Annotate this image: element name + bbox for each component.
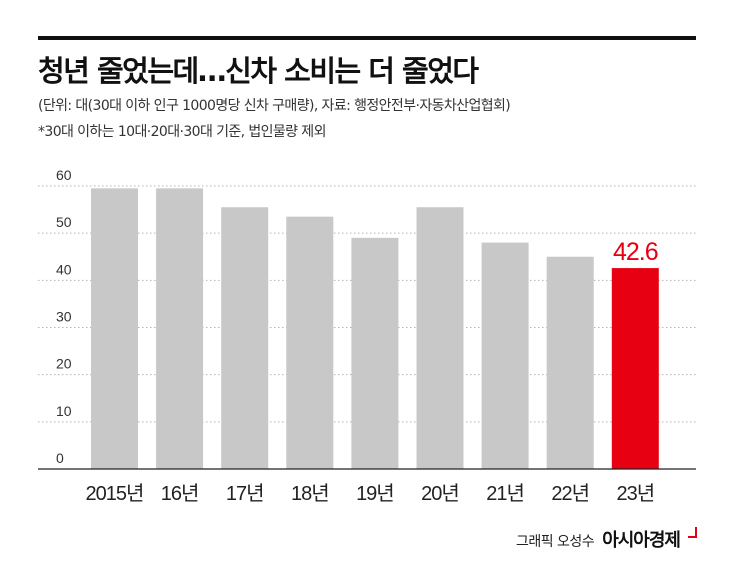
bar xyxy=(221,207,269,469)
chart-note: *30대 이하는 10대·20대·30대 기준, 법인물량 제외 xyxy=(38,124,326,140)
x-tick-label: 2015년 xyxy=(86,482,144,505)
x-tick-label: 22년 xyxy=(551,482,589,505)
x-tick-label: 23년 xyxy=(616,482,654,505)
chart-title: 청년 줄었는데…신차 소비는 더 줄었다 xyxy=(38,54,479,88)
chart-subtitle: (단위: 대(30대 이하 인구 1000명당 신차 구매량), 자료: 행정안… xyxy=(38,98,511,114)
credit: 그래픽 오성수 아시아경제 xyxy=(516,526,697,552)
y-tick-label: 50 xyxy=(56,214,72,230)
x-tick-label: 19년 xyxy=(356,482,394,505)
bar xyxy=(546,256,594,469)
data-label: 42.6 xyxy=(613,238,658,266)
bar xyxy=(156,188,204,469)
bar xyxy=(481,242,529,469)
x-tick-label: 21년 xyxy=(486,482,524,505)
bar xyxy=(91,188,138,469)
publisher-logo: 아시아경제 xyxy=(602,530,681,551)
x-tick-label: 17년 xyxy=(226,482,264,505)
x-tick-label: 18년 xyxy=(291,482,329,505)
logo-mark-icon xyxy=(688,527,697,538)
x-tick-label: 20년 xyxy=(421,482,459,505)
y-tick-label: 0 xyxy=(56,450,64,466)
y-tick-label: 60 xyxy=(56,167,72,183)
y-tick-label: 10 xyxy=(56,403,72,419)
graphic-credit: 그래픽 오성수 xyxy=(515,534,595,550)
bar xyxy=(286,216,334,469)
bar xyxy=(416,207,464,469)
bar xyxy=(351,237,399,469)
top-rule xyxy=(38,36,696,40)
bar-highlight xyxy=(611,268,659,469)
y-tick-label: 30 xyxy=(56,309,72,325)
y-tick-label: 40 xyxy=(56,261,72,277)
y-tick-label: 20 xyxy=(56,356,72,372)
x-tick-label: 16년 xyxy=(161,482,199,505)
